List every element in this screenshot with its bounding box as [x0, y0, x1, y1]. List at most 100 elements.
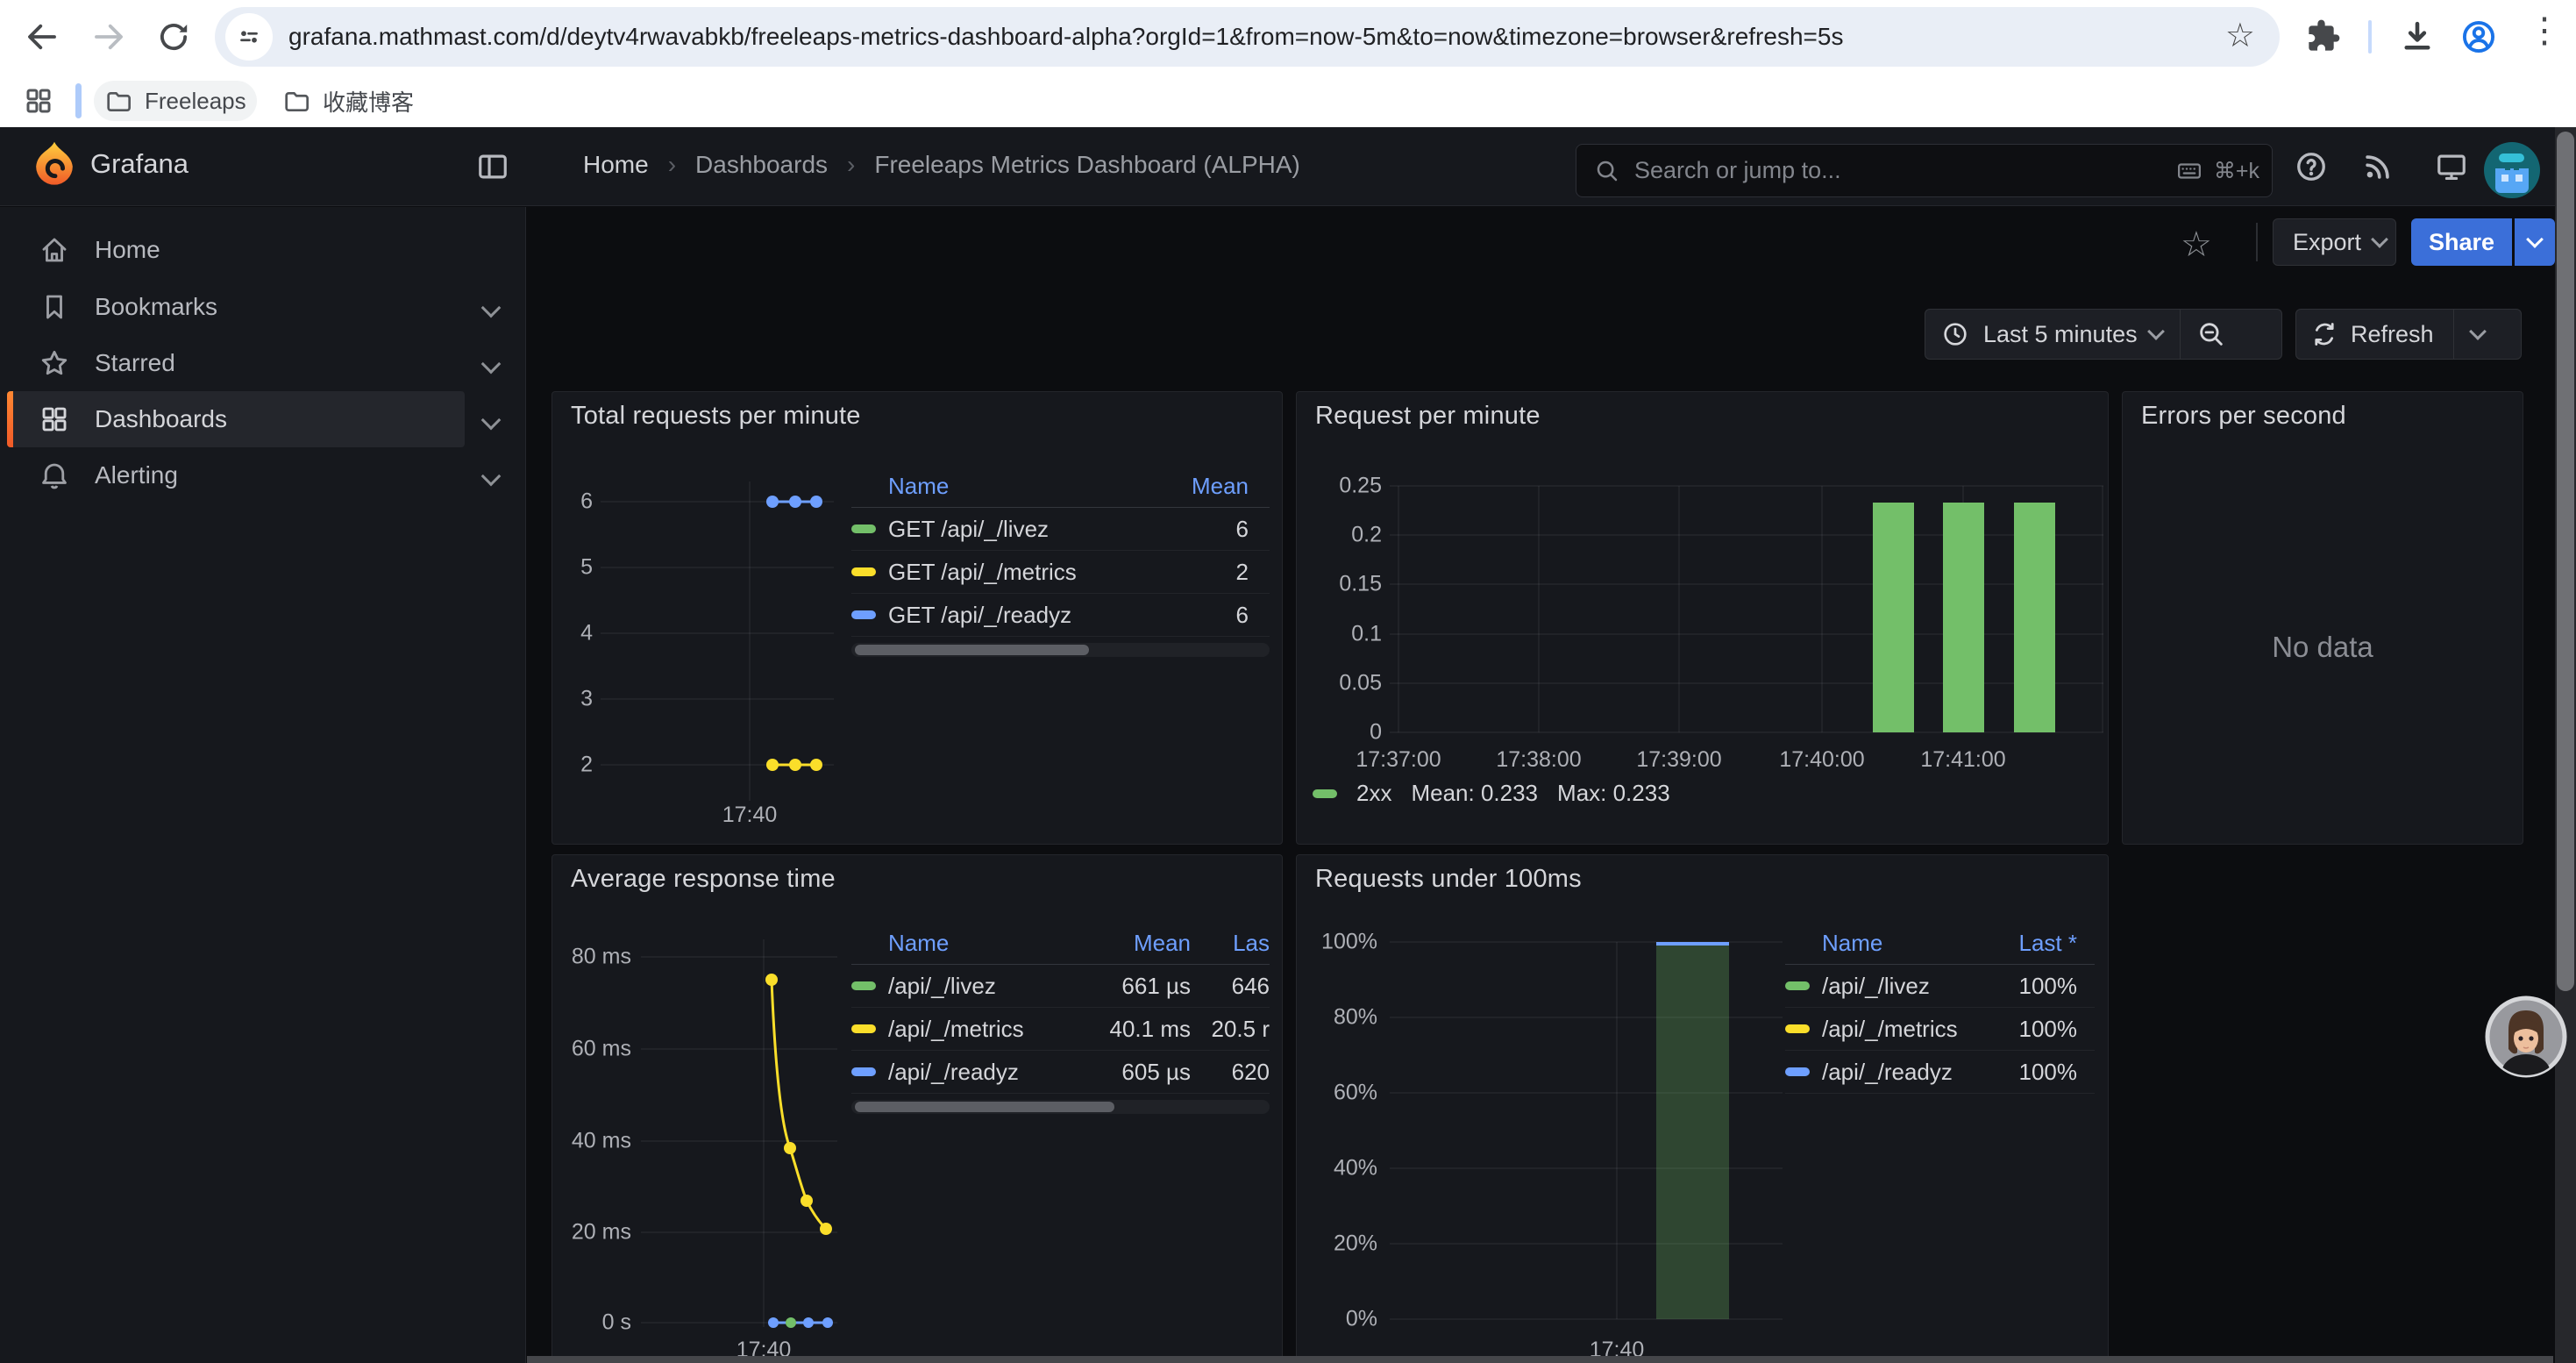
- panel-request-per-minute[interactable]: Request per minute 0.25 0.2 0.15 0.1 0.0…: [1296, 391, 2109, 845]
- panel-title[interactable]: Requests under 100ms: [1315, 865, 1582, 894]
- refresh-interval-dropdown[interactable]: [2469, 323, 2487, 340]
- series-color-chip: [1785, 981, 1810, 990]
- y-axis-tick: 0.15: [1306, 572, 1382, 597]
- export-button[interactable]: Export: [2273, 218, 2396, 266]
- chevron-down-icon[interactable]: [481, 467, 502, 487]
- scrollbar-track[interactable]: [2555, 127, 2576, 1363]
- url-text[interactable]: grafana.mathmast.com/d/deytv4rwavabkb/fr…: [288, 7, 1843, 67]
- download-icon[interactable]: [2399, 18, 2436, 55]
- legend-header-mean[interactable]: Mean: [1090, 930, 1191, 957]
- bookmark-label: 收藏博客: [323, 85, 414, 118]
- keyboard-icon: [2174, 158, 2205, 184]
- legend-header-last[interactable]: Las: [1191, 930, 1270, 957]
- panel-title[interactable]: Average response time: [571, 865, 836, 894]
- legend-row[interactable]: GET /api/_/metrics 2: [851, 551, 1270, 594]
- series-color-chip: [851, 525, 876, 533]
- reload-icon[interactable]: [155, 18, 192, 55]
- favorite-star-icon[interactable]: ☆: [2181, 225, 2212, 265]
- refresh-label: Refresh: [2351, 321, 2434, 348]
- grafana-logo[interactable]: [29, 139, 80, 190]
- breadcrumb-dashboards[interactable]: Dashboards: [695, 151, 828, 179]
- no-data-message: No data: [2123, 631, 2523, 664]
- scrollbar-thumb[interactable]: [2557, 132, 2574, 991]
- legend-header-mean[interactable]: Mean: [1170, 473, 1270, 500]
- url-bar[interactable]: grafana.mathmast.com/d/deytv4rwavabkb/fr…: [215, 7, 2280, 67]
- bell-icon: [39, 460, 70, 491]
- legend-row[interactable]: GET /api/_/readyz 6: [851, 594, 1270, 637]
- sidebar-item-bookmarks[interactable]: Bookmarks: [7, 279, 465, 335]
- profile-icon[interactable]: [2460, 18, 2497, 55]
- legend-row[interactable]: /api/_/metrics 100%: [1785, 1008, 2095, 1051]
- sidebar-item-label: Alerting: [95, 461, 178, 489]
- legend-header-name[interactable]: Name: [1822, 930, 1998, 957]
- panel-avg-response-time[interactable]: Average response time 80 ms 60 ms 40 ms …: [551, 854, 1283, 1363]
- zoom-out-icon[interactable]: [2196, 319, 2226, 349]
- panel-total-requests[interactable]: Total requests per minute 6 5 4 3 2 17:4…: [551, 391, 1283, 845]
- share-dropdown-button[interactable]: [2515, 218, 2555, 266]
- back-icon[interactable]: [24, 18, 60, 55]
- panel-title[interactable]: Request per minute: [1315, 402, 1541, 431]
- sidebar-toggle-icon[interactable]: [476, 150, 509, 183]
- extensions-icon[interactable]: [2306, 18, 2343, 55]
- user-avatar[interactable]: [2484, 142, 2540, 198]
- assistant-avatar[interactable]: [2484, 995, 2568, 1079]
- chevron-down-icon[interactable]: [481, 354, 502, 375]
- x-axis-tick: 17:41:00: [1920, 747, 2005, 773]
- legend-inline[interactable]: 2xx Mean: 0.233 Max: 0.233: [1313, 780, 1670, 807]
- monitor-icon[interactable]: [2435, 150, 2468, 183]
- search-icon: [1594, 158, 1620, 184]
- refresh-button[interactable]: Refresh: [2295, 309, 2522, 360]
- legend-scrollbar[interactable]: [851, 1100, 1270, 1114]
- sidebar-item-alerting[interactable]: Alerting: [7, 447, 465, 503]
- news-rss-icon[interactable]: [2361, 150, 2395, 183]
- legend-header-name[interactable]: Name: [888, 930, 1090, 957]
- legend-row[interactable]: /api/_/livez 661 µs 646: [851, 965, 1270, 1008]
- forward-icon[interactable]: [90, 18, 127, 55]
- sidebar-nav: Home Bookmarks Starred Dashboards Alerti…: [0, 207, 526, 1363]
- series-color-chip: [1313, 789, 1337, 798]
- panel-errors-per-second[interactable]: Errors per second No data: [2122, 391, 2523, 845]
- browser-toolbar: grafana.mathmast.com/d/deytv4rwavabkb/fr…: [0, 0, 2576, 74]
- chevron-down-icon[interactable]: [481, 298, 502, 318]
- legend-row[interactable]: /api/_/readyz 100%: [1785, 1051, 2095, 1094]
- breadcrumb-home[interactable]: Home: [583, 151, 649, 179]
- legend-row[interactable]: GET /api/_/livez 6: [851, 508, 1270, 551]
- share-button[interactable]: Share: [2411, 218, 2512, 266]
- legend-scrollbar[interactable]: [851, 643, 1270, 657]
- bookmark-folder-freeleaps[interactable]: Freeleaps: [94, 81, 257, 121]
- sidebar-item-home[interactable]: Home: [7, 222, 465, 278]
- y-axis-tick: 20 ms: [558, 1220, 631, 1245]
- help-icon[interactable]: [2295, 150, 2328, 183]
- x-axis-tick: 17:38:00: [1496, 747, 1581, 773]
- legend-header-last[interactable]: Last *: [1998, 930, 2095, 957]
- request-per-minute-chart: [1390, 466, 2103, 733]
- search-input[interactable]: Search or jump to... ⌘+k: [1576, 144, 2273, 197]
- apps-grid-icon[interactable]: [23, 85, 54, 117]
- panel-title[interactable]: Total requests per minute: [571, 402, 861, 431]
- y-axis-tick: 0 s: [558, 1310, 631, 1336]
- y-axis-tick: 0.05: [1306, 671, 1382, 696]
- x-axis-tick: 17:40:00: [1779, 747, 1864, 773]
- y-axis-tick: 2: [558, 753, 593, 778]
- y-axis-tick: 40%: [1302, 1156, 1377, 1181]
- legend-row[interactable]: /api/_/metrics 40.1 ms 20.5 r: [851, 1008, 1270, 1051]
- avg-response-chart: [641, 931, 837, 1334]
- panel-under-100ms[interactable]: Requests under 100ms 100% 80% 60% 40% 20…: [1296, 854, 2109, 1363]
- series-color-chip: [851, 1067, 876, 1076]
- sidebar-item-starred[interactable]: Starred: [7, 335, 465, 391]
- legend-row[interactable]: /api/_/livez 100%: [1785, 965, 2095, 1008]
- menu-dots-icon[interactable]: ⋮: [2527, 11, 2562, 47]
- bookmark-star-icon[interactable]: ☆: [2225, 7, 2255, 67]
- total-requests-chart: [601, 457, 837, 808]
- sidebar-item-dashboards[interactable]: Dashboards: [7, 391, 465, 447]
- site-settings-icon[interactable]: [225, 13, 273, 61]
- y-axis-tick: 60%: [1302, 1081, 1377, 1106]
- bookmark-folder-blogs[interactable]: 收藏博客: [272, 81, 438, 121]
- panel-title[interactable]: Errors per second: [2141, 402, 2346, 431]
- legend-row[interactable]: /api/_/readyz 605 µs 620: [851, 1051, 1270, 1094]
- horizontal-scrollbar[interactable]: [527, 1356, 2553, 1363]
- series-color-chip: [851, 567, 876, 576]
- chevron-down-icon[interactable]: [481, 410, 502, 431]
- legend-header-name[interactable]: Name: [888, 473, 1170, 500]
- time-range-picker[interactable]: Last 5 minutes: [1925, 309, 2282, 360]
